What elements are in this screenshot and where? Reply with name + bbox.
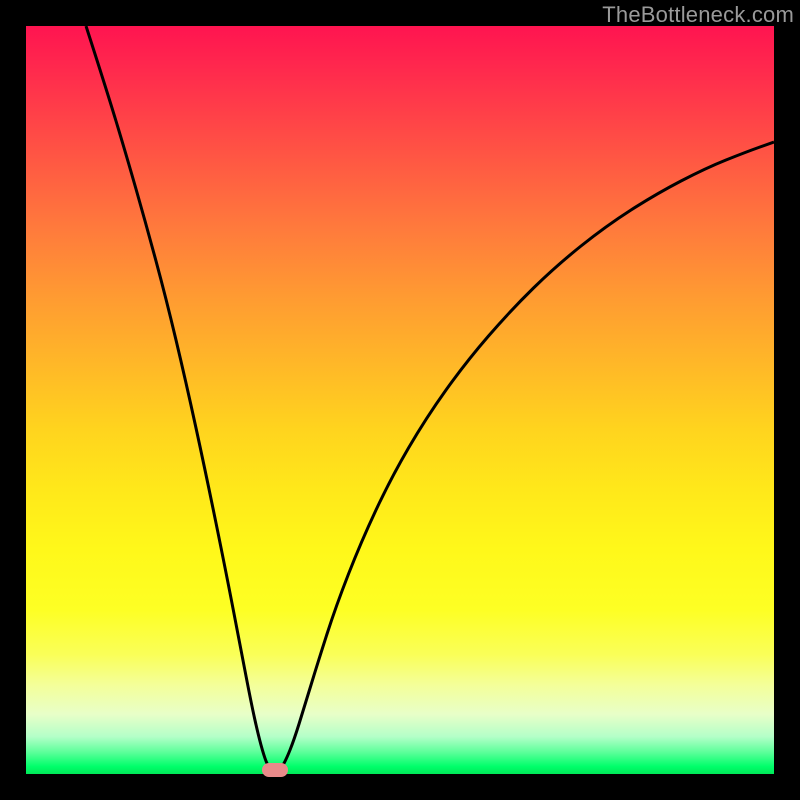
curve-path xyxy=(86,26,774,774)
chart-container: TheBottleneck.com xyxy=(0,0,800,800)
watermark-text: TheBottleneck.com xyxy=(602,2,794,28)
minimum-marker xyxy=(262,763,288,777)
bottleneck-curve xyxy=(26,26,774,774)
